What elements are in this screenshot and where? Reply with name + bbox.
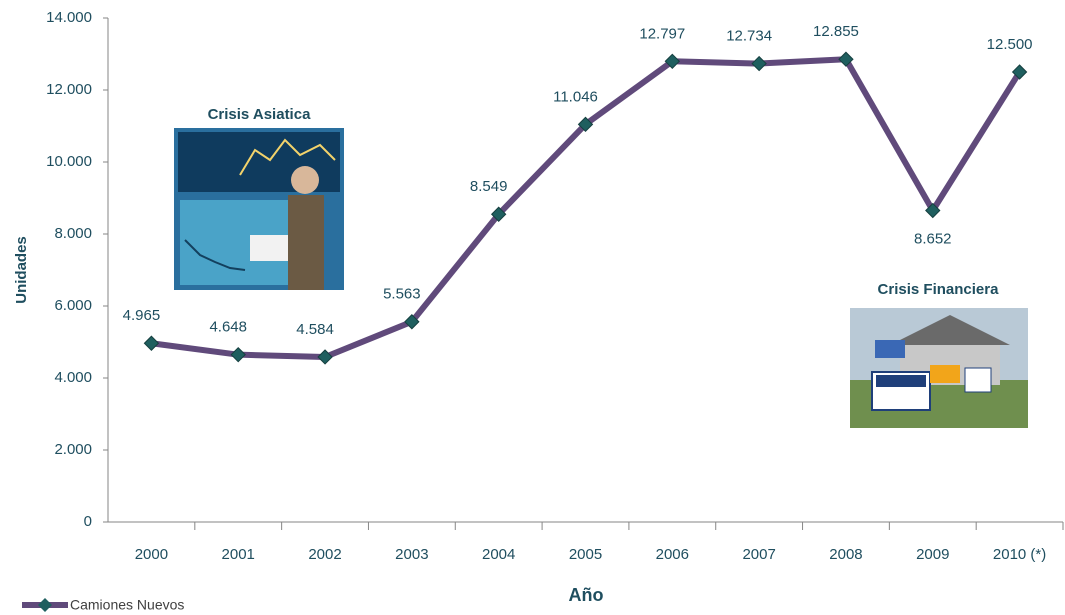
chart: Crisis Asiatica Crisis Financiera Unidad… [0, 0, 1065, 615]
y-tick-label: 4.000 [54, 369, 92, 386]
x-tick-label: 2005 [569, 546, 602, 563]
x-tick-label: 2010 (*) [993, 546, 1046, 563]
value-label: 8.549 [470, 178, 508, 195]
x-tick-label: 2000 [135, 546, 168, 563]
y-tick-label: 14.000 [46, 9, 92, 26]
x-tick-label: 2001 [222, 546, 255, 563]
legend-label: Camiones Nuevos [70, 597, 184, 613]
annotation: Crisis Financiera [878, 281, 1000, 298]
marker [144, 336, 158, 350]
y-tick-label: 0 [84, 513, 92, 530]
x-tick-label: 2003 [395, 546, 428, 563]
value-label: 4.648 [209, 319, 247, 336]
x-tick-label: 2008 [829, 546, 862, 563]
x-tick-label: 2009 [916, 546, 949, 563]
y-axis-title: Unidades [13, 236, 30, 304]
value-label: 12.797 [639, 25, 685, 42]
value-label: 5.563 [383, 286, 421, 303]
photo-financial [850, 308, 1028, 428]
y-tick-label: 12.000 [46, 81, 92, 98]
value-label: 4.965 [123, 307, 161, 324]
photo-asia [174, 128, 344, 290]
value-label: 11.046 [553, 88, 598, 105]
x-tick-label: 2004 [482, 546, 515, 563]
value-label: 12.500 [987, 36, 1033, 53]
value-label: 12.734 [726, 28, 772, 45]
y-tick-label: 10.000 [46, 153, 92, 170]
value-label: 4.584 [296, 321, 334, 338]
annotation: Crisis Asiatica [208, 106, 311, 123]
x-axis-title: Año [569, 585, 604, 605]
y-tick-label: 8.000 [54, 225, 92, 242]
value-label: 12.855 [813, 23, 859, 40]
x-tick-label: 2002 [308, 546, 341, 563]
legend-marker [38, 598, 52, 612]
x-tick-label: 2007 [742, 546, 775, 563]
value-label: 8.652 [914, 230, 952, 247]
marker [752, 57, 766, 71]
marker [231, 348, 245, 362]
y-tick-label: 2.000 [54, 441, 92, 458]
x-tick-label: 2006 [656, 546, 689, 563]
y-tick-label: 6.000 [54, 297, 92, 314]
